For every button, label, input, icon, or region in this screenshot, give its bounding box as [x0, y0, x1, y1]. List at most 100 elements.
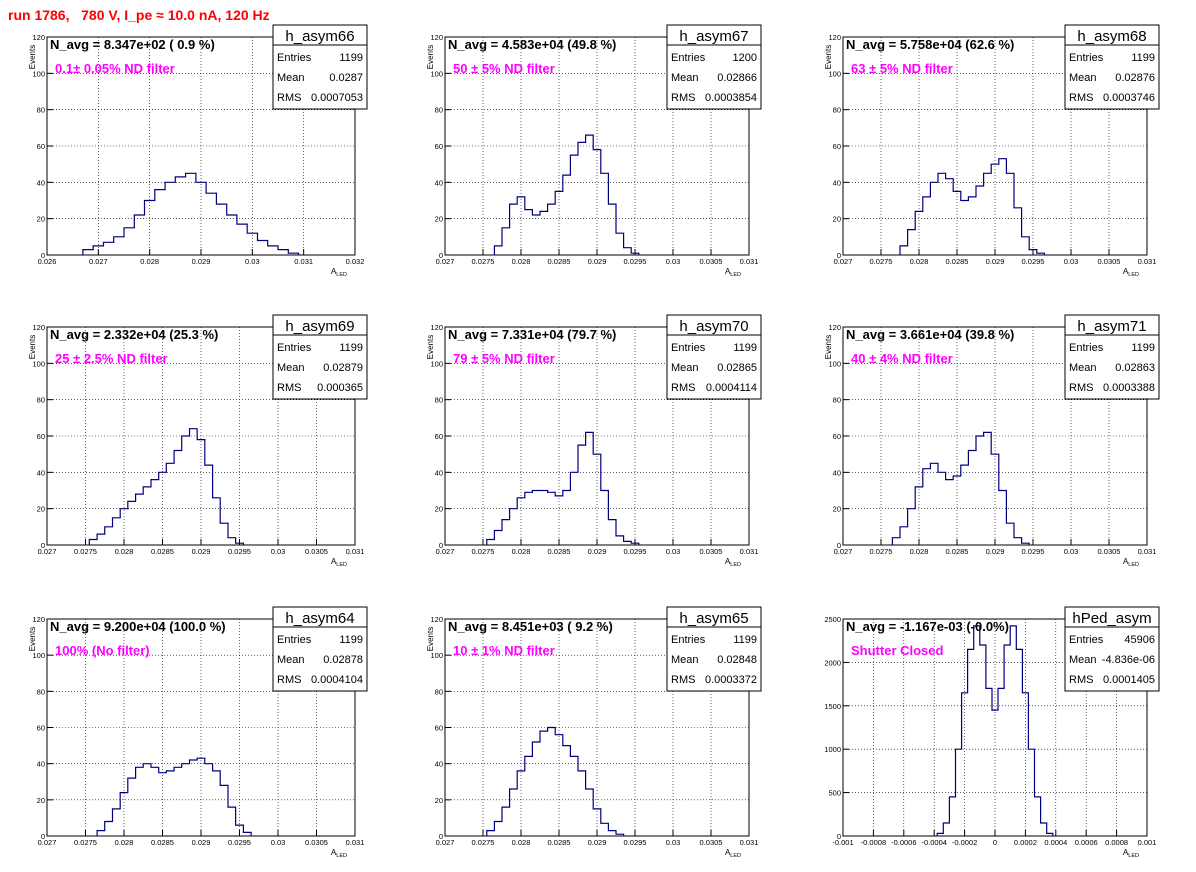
- x-tick-label: 0.0295: [624, 838, 647, 847]
- stats-box: [666, 606, 762, 692]
- y-tick-label: 100: [828, 359, 841, 368]
- stats-value-rms: 0.0007053: [311, 92, 363, 104]
- stats-value-mean: 0.02863: [1115, 362, 1155, 374]
- x-axis-title: ALED: [331, 848, 347, 859]
- x-tick-label: 0.031: [1138, 547, 1157, 556]
- stats-key-mean: Mean: [671, 654, 699, 666]
- x-tick-label: 0.0285: [946, 547, 969, 556]
- x-tick-label: 0.029: [986, 547, 1005, 556]
- x-tick-label: 0.028: [115, 838, 134, 847]
- x-tick-label: 0.0295: [624, 257, 647, 266]
- x-tick-label: 0.031: [346, 838, 365, 847]
- stats-value-entries: 1199: [733, 634, 757, 646]
- x-tick-label: 0.0295: [1022, 547, 1045, 556]
- y-tick-label: 120: [32, 33, 45, 42]
- stats-key-entries: Entries: [277, 342, 312, 354]
- histogram-panel-hPed_asym: -0.001 -0.0008 -0.0006 -0.0004 -0.0002 0 0.000…: [824, 606, 1160, 859]
- navg-label: N_avg = 8.451e+03 ( 9.2 %): [448, 619, 613, 634]
- histogram-line-hPed_asym: [936, 625, 1054, 836]
- histogram-panel-h_asym68: 0.027 0.0275 0.028 0.0285 0.029 0.0295 0.03 0.0…: [824, 24, 1160, 278]
- stats-value-rms: 0.0004104: [311, 674, 363, 686]
- x-tick-label: 0.0275: [472, 547, 495, 556]
- stats-value-rms: 0.0004114: [706, 382, 757, 394]
- y-tick-label: 80: [435, 396, 443, 405]
- stats-key-rms: RMS: [1069, 92, 1093, 104]
- x-axis-title: ALED: [1123, 848, 1139, 859]
- y-tick-label: 20: [435, 215, 443, 224]
- stats-value-rms: 0.0003746: [1103, 92, 1155, 104]
- x-tick-label: 0.031: [1138, 257, 1157, 266]
- y-tick-label: 120: [32, 323, 45, 332]
- y-tick-label: 120: [430, 323, 443, 332]
- y-tick-label: 0: [837, 832, 841, 841]
- y-axis-title: Events: [824, 45, 833, 69]
- histogram-name: h_asym70: [679, 318, 748, 335]
- y-tick-label: 60: [435, 432, 443, 441]
- stats-key-mean: Mean: [671, 72, 699, 84]
- x-tick-label: 0.0305: [305, 547, 328, 556]
- histogram-line-h_asym69: [88, 428, 244, 545]
- x-tick-label: 0.029: [588, 838, 607, 847]
- stats-value-entries: 1199: [339, 634, 363, 646]
- x-tick-label: 0.03: [666, 257, 681, 266]
- x-tick-label: 0.0295: [1022, 257, 1045, 266]
- x-axis-title: ALED: [725, 557, 741, 568]
- y-tick-label: 60: [435, 142, 443, 151]
- x-tick-label: 0.027: [436, 547, 455, 556]
- stats-value-rms: 0.0001405: [1103, 674, 1155, 686]
- y-tick-label: 2000: [824, 658, 841, 667]
- x-tick-label: 0.0275: [870, 257, 893, 266]
- histogram-panel-h_asym71: 0.027 0.0275 0.028 0.0285 0.029 0.0295 0.03 0.0…: [824, 314, 1160, 568]
- x-tick-label: 0.0285: [946, 257, 969, 266]
- filter-annotation: 25 ± 2.5% ND filter: [55, 351, 168, 366]
- y-tick-label: 20: [37, 796, 45, 805]
- histogram-name: h_asym67: [679, 28, 748, 45]
- y-tick-label: 60: [833, 432, 841, 441]
- stats-key-entries: Entries: [671, 52, 706, 64]
- x-tick-label: 0.028: [910, 257, 929, 266]
- y-tick-label: 60: [833, 142, 841, 151]
- y-tick-label: 20: [435, 796, 443, 805]
- x-tick-label: 0.0006: [1075, 838, 1098, 847]
- page-title: run 1786, 780 V, I_pe ≈ 10.0 nA, 120 Hz: [8, 7, 270, 23]
- y-tick-label: 80: [833, 396, 841, 405]
- x-tick-label: 0.0008: [1105, 838, 1128, 847]
- y-axis-title: Events: [824, 335, 833, 359]
- y-tick-label: 120: [32, 615, 45, 624]
- histogram-panel-h_asym64: 0.027 0.0275 0.028 0.0285 0.029 0.0295 0.03 0.0…: [28, 606, 368, 859]
- x-tick-label: 0.0285: [548, 547, 571, 556]
- y-tick-label: 1500: [824, 702, 841, 711]
- x-axis-title: ALED: [725, 848, 741, 859]
- stats-value-entries: 1199: [339, 52, 363, 64]
- x-tick-label: 0.0285: [151, 838, 174, 847]
- histogram-line-h_asym68: [899, 158, 1045, 255]
- y-tick-label: 100: [32, 651, 45, 660]
- y-tick-label: 20: [833, 505, 841, 514]
- x-tick-label: 0.028: [512, 257, 531, 266]
- x-tick-label: 0.0285: [151, 547, 174, 556]
- x-tick-label: 0.027: [38, 547, 57, 556]
- stats-value-rms: 0.000365: [317, 382, 363, 394]
- y-tick-label: 500: [828, 789, 841, 798]
- histogram-name: h_asym68: [1077, 28, 1146, 45]
- histogram-line-h_asym66: [82, 172, 300, 255]
- x-tick-label: 0.028: [512, 838, 531, 847]
- x-tick-label: 0.028: [115, 547, 134, 556]
- x-tick-label: 0.0305: [305, 838, 328, 847]
- stats-key-entries: Entries: [1069, 634, 1104, 646]
- stats-value-entries: 1199: [1131, 52, 1155, 64]
- stats-value-entries: 1200: [733, 52, 757, 64]
- histogram-name: h_asym69: [285, 318, 354, 335]
- x-tick-label: 0.03: [245, 257, 260, 266]
- x-tick-label: 0.03: [1064, 257, 1079, 266]
- x-tick-label: 0.027: [834, 547, 853, 556]
- x-tick-label: 0.0275: [74, 547, 97, 556]
- x-tick-label: 0.0295: [228, 547, 251, 556]
- x-tick-label: 0.031: [346, 547, 365, 556]
- stats-key-entries: Entries: [1069, 52, 1104, 64]
- x-tick-label: 0.0275: [472, 257, 495, 266]
- x-axis-title: ALED: [1123, 557, 1139, 568]
- stats-value-entries: 1199: [339, 342, 363, 354]
- histogram-name: h_asym66: [285, 28, 354, 45]
